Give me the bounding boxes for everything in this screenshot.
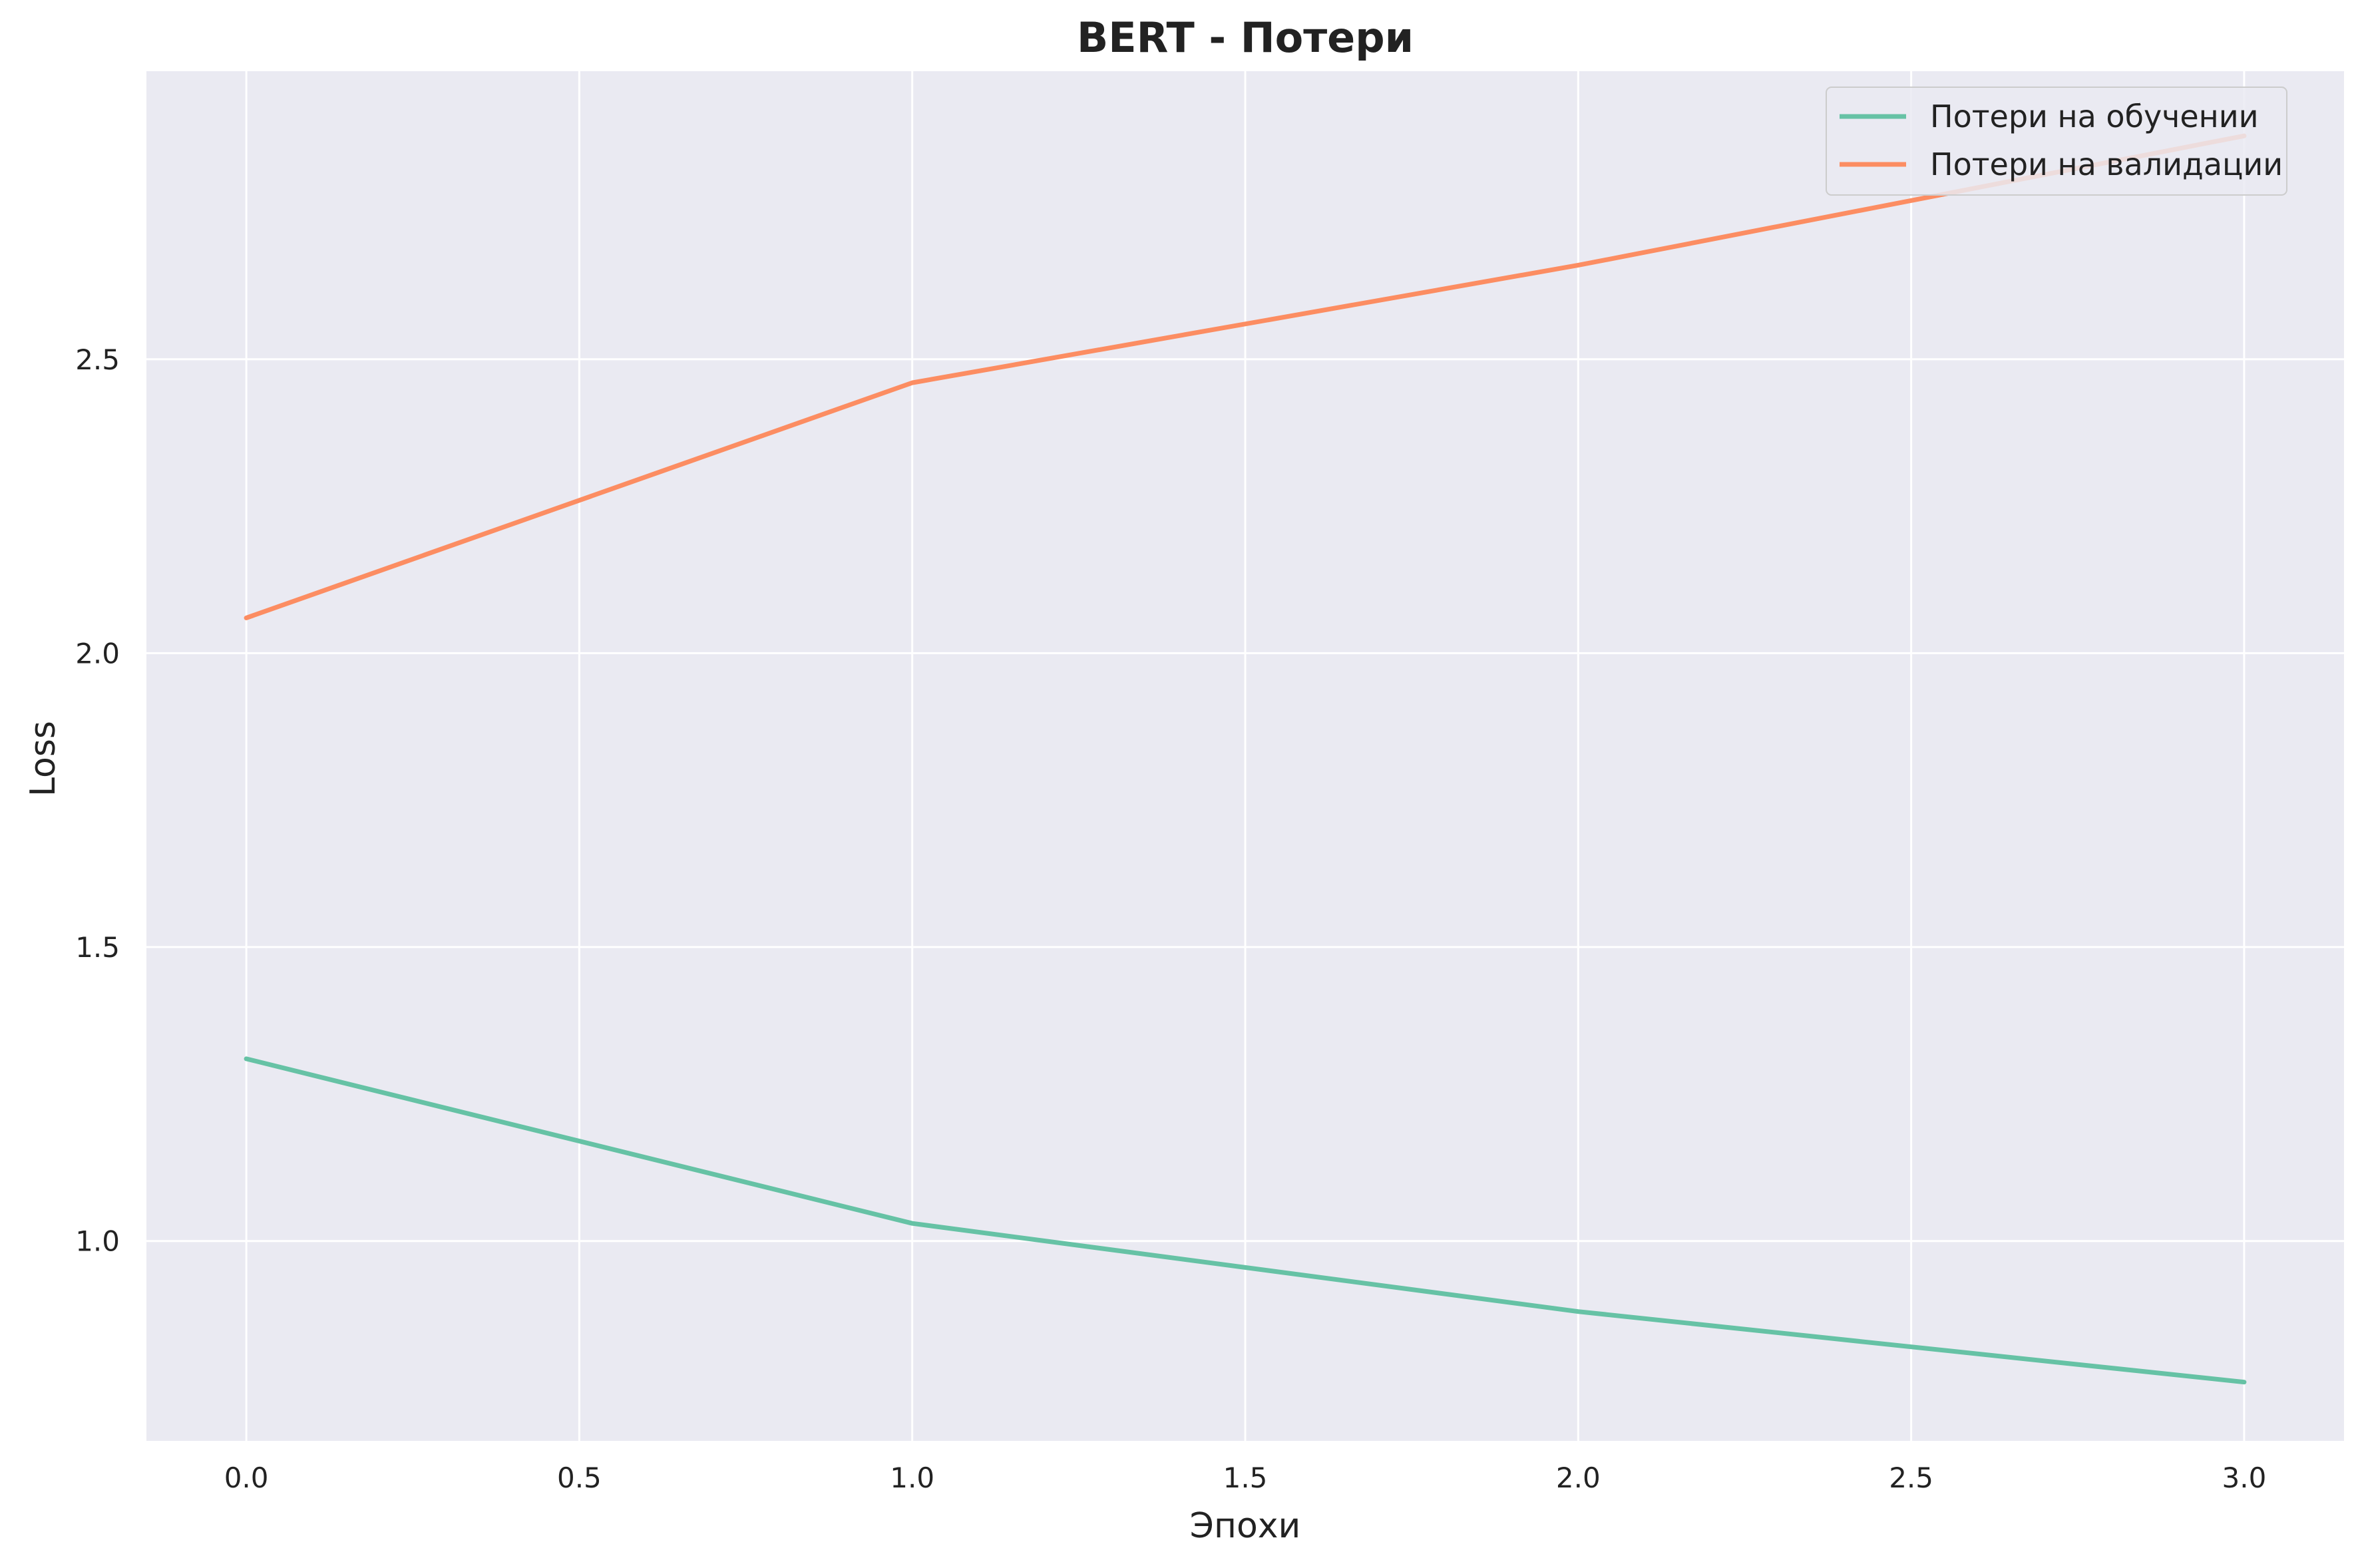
x-tick-label: 1.0 [890,1462,934,1494]
y-tick-label: 1.5 [75,931,120,964]
legend-entry-label: Потери на валидации [1930,146,2283,182]
y-tick-label: 2.5 [75,343,120,376]
legend-box [1826,87,2287,196]
y-axis-label: Loss [23,721,63,797]
x-axis-label: Эпохи [1190,1506,1301,1546]
x-tick-label: 2.0 [1556,1462,1601,1494]
x-tick-label: 3.0 [2222,1462,2267,1494]
grid-lines [146,71,2344,1441]
chart-title: BERT - Потери [1077,13,1414,62]
series-line-1 [244,1056,2247,1385]
series-line-2 [244,133,2247,620]
x-tick-label: 0.5 [557,1462,602,1494]
legend-entry-label: Потери на обучении [1930,98,2259,134]
y-tick-label: 1.0 [75,1225,120,1258]
legend: Потери на обучении Потери на валидации [1826,87,2287,196]
series-lines [244,133,2247,1385]
x-tick-label: 1.5 [1223,1462,1268,1494]
x-tick-label: 2.5 [1889,1462,1933,1494]
x-axis-ticks: 0.0 0.5 1.0 1.5 2.0 2.5 3.0 [224,1462,2267,1494]
y-tick-label: 2.0 [75,637,120,670]
y-axis-ticks: 1.0 1.5 2.0 2.5 [75,343,120,1258]
x-tick-label: 0.0 [224,1462,269,1494]
